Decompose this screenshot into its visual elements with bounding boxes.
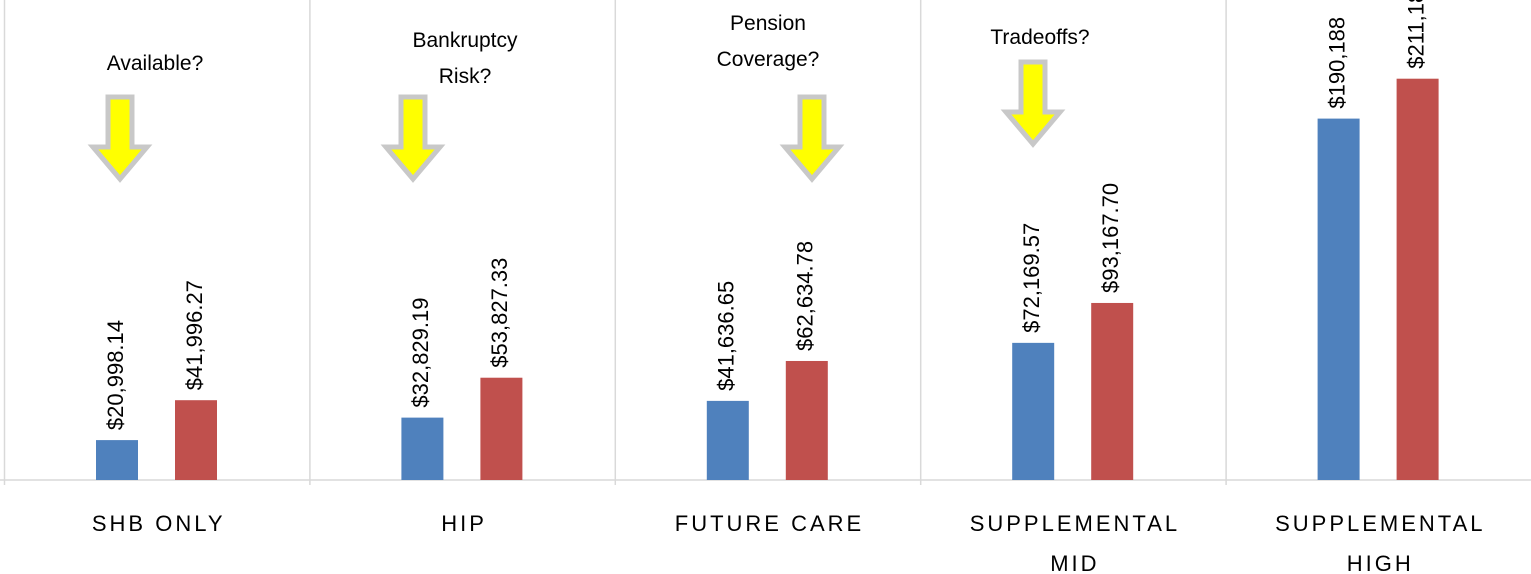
x-tick-label: SUPPLEMENTAL MID bbox=[970, 511, 1180, 574]
arrow bbox=[380, 94, 446, 183]
x-tick-label-line: HIGH bbox=[1347, 551, 1414, 574]
bar bbox=[706, 400, 749, 480]
arrow bbox=[87, 94, 153, 183]
data-label: $72,169.57 bbox=[1019, 223, 1044, 333]
bar bbox=[401, 417, 444, 480]
bar bbox=[175, 400, 217, 480]
data-label: $211,186 bbox=[1403, 0, 1428, 69]
annotation: Risk? bbox=[439, 65, 492, 88]
x-tick-label: HIP bbox=[441, 511, 487, 536]
x-tick-label: SHB ONLY bbox=[92, 511, 226, 536]
x-tick-label: FUTURE CARE bbox=[675, 511, 864, 536]
annotation: Available? bbox=[107, 52, 204, 75]
bar bbox=[480, 377, 523, 480]
x-tick-label-line: SUPPLEMENTAL bbox=[970, 511, 1180, 536]
bar bbox=[1091, 302, 1134, 480]
x-tick-label: SUPPLEMENTAL HIGH bbox=[1275, 511, 1485, 574]
annotation: Bankruptcy bbox=[412, 29, 518, 52]
annotation: Coverage? bbox=[717, 48, 820, 71]
data-label: $62,634.78 bbox=[793, 241, 818, 351]
bar bbox=[785, 360, 828, 480]
data-label: $41,996.27 bbox=[182, 280, 207, 390]
data-label: $41,636.65 bbox=[714, 281, 739, 391]
data-label: $190,188 bbox=[1324, 17, 1349, 109]
arrow bbox=[779, 94, 845, 183]
x-tick-label-line: SUPPLEMENTAL bbox=[1275, 511, 1485, 536]
x-tick-label-line: MID bbox=[1050, 551, 1099, 574]
data-label: $20,998.14 bbox=[103, 320, 128, 430]
bar bbox=[1396, 78, 1439, 480]
annotation: Pension bbox=[730, 12, 806, 35]
bar bbox=[96, 440, 138, 480]
bar bbox=[1012, 342, 1055, 480]
annotation: Tradeoffs? bbox=[990, 26, 1089, 49]
data-label: $32,829.19 bbox=[408, 298, 433, 408]
bar bbox=[1317, 118, 1360, 480]
data-label: $93,167.70 bbox=[1098, 183, 1123, 293]
data-label: $53,827.33 bbox=[487, 258, 512, 368]
arrow bbox=[1000, 59, 1066, 148]
